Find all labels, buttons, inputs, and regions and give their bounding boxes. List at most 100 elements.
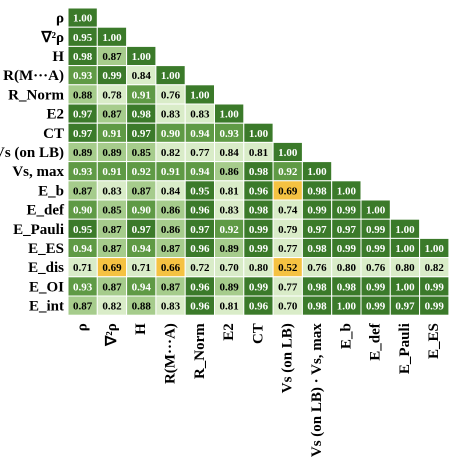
cell-value-label: 0.87 — [102, 224, 122, 236]
cell-value-label: 0.96 — [249, 185, 269, 197]
cell-value-label: 0.83 — [190, 109, 210, 121]
cell-value-label: 0.97 — [73, 128, 93, 140]
cell-value-label: 0.87 — [73, 301, 93, 313]
cell-value-label: 0.92 — [220, 224, 240, 236]
cell-value-label: 0.78 — [102, 89, 122, 101]
cell-value-label: 0.87 — [161, 243, 181, 255]
cell-value-label: 0.89 — [220, 243, 240, 255]
cell-value-label: 0.94 — [132, 281, 152, 293]
row-label: E_def — [27, 203, 66, 219]
cell-value-label: 1.00 — [249, 128, 269, 140]
cell-value-label: 0.91 — [102, 166, 121, 178]
cell-value-label: 0.90 — [132, 205, 152, 217]
cell-value-label: 0.74 — [278, 205, 298, 217]
heatmap-cell — [419, 295, 450, 316]
cell-value-label: 0.87 — [73, 185, 93, 197]
cell-value-label: 0.84 — [132, 70, 152, 82]
column-label: E2 — [221, 323, 237, 341]
cell-value-label: 0.99 — [337, 205, 357, 217]
cell-value-label: 0.79 — [278, 224, 298, 236]
cell-value-label: 0.92 — [278, 166, 298, 178]
cell-value-label: 0.69 — [278, 185, 298, 197]
cell-value-label: 0.96 — [190, 281, 210, 293]
cell-value-label: 0.97 — [73, 109, 93, 121]
cell-value-label: 0.99 — [102, 70, 122, 82]
cell-value-label: 0.76 — [161, 89, 181, 101]
cell-value-label: 0.93 — [73, 70, 93, 82]
cell-value-label: 0.83 — [161, 301, 181, 313]
cell-value-label: 0.99 — [425, 301, 445, 313]
heatmap-cells: 1.00 0.95 1.00 0.98 0.87 1.00 0.93 0.99 0.84 1.00… — [67, 7, 450, 316]
cell-value-label: 0.99 — [337, 243, 357, 255]
cell-value-label: 0.98 — [337, 281, 357, 293]
cell-value-label: 1.00 — [395, 281, 415, 293]
cell-value-label: 0.99 — [366, 224, 386, 236]
cell-value-label: 1.00 — [278, 147, 298, 159]
cell-value-label: 0.97 — [395, 301, 415, 313]
cell-value-label: 0.94 — [190, 166, 210, 178]
cell-value-label: 1.00 — [395, 224, 415, 236]
cell-value-label: 0.95 — [73, 32, 93, 44]
row-label: E_dis — [28, 260, 64, 276]
cell-value-label: 0.98 — [73, 51, 93, 63]
cell-value-label: 1.00 — [132, 51, 152, 63]
cell-value-label: 0.90 — [161, 128, 181, 140]
cell-value-label: 0.77 — [278, 243, 298, 255]
row-label: ∇²ρ — [40, 30, 64, 46]
cell-value-label: 0.92 — [132, 166, 152, 178]
cell-value-label: 0.84 — [161, 185, 181, 197]
cell-value-label: 0.94 — [73, 243, 93, 255]
cell-value-label: 0.77 — [278, 281, 298, 293]
cell-value-label: 0.97 — [337, 224, 357, 236]
row-label: E_b — [38, 183, 64, 199]
cell-value-label: 1.00 — [337, 185, 357, 197]
cell-value-label: 0.70 — [278, 301, 298, 313]
column-label: E_def — [368, 322, 384, 361]
cell-value-label: 1.00 — [220, 109, 240, 121]
column-label: E_Pauli — [397, 323, 413, 374]
cell-value-label: 0.99 — [249, 224, 269, 236]
cell-value-label: 0.96 — [190, 301, 210, 313]
cell-value-label: 0.87 — [102, 243, 122, 255]
cell-value-label: 1.00 — [102, 32, 122, 44]
cell-value-label: 0.89 — [102, 147, 122, 159]
cell-value-label: 0.99 — [366, 301, 386, 313]
cell-value-label: 0.85 — [102, 205, 122, 217]
cell-value-label: 1.00 — [337, 301, 357, 313]
column-label: ρ — [75, 323, 91, 331]
row-label: E_int — [29, 299, 64, 315]
row-label: E2 — [46, 107, 64, 123]
cell-value-label: 0.98 — [307, 185, 327, 197]
cell-value-label: 1.00 — [307, 166, 327, 178]
cell-value-label: 0.94 — [190, 128, 210, 140]
row-label: CT — [43, 126, 64, 142]
column-label: E_b — [338, 323, 354, 349]
row-label: E_ES — [28, 241, 64, 257]
cell-value-label: 0.87 — [102, 51, 122, 63]
cell-value-label: 1.00 — [395, 243, 415, 255]
column-label: R(M···A) — [163, 323, 179, 384]
cell-value-label: 0.99 — [425, 281, 445, 293]
cell-value-label: 0.89 — [220, 281, 240, 293]
cell-value-label: 0.98 — [307, 281, 327, 293]
cell-value-label: 0.93 — [220, 128, 240, 140]
cell-value-label: 0.76 — [366, 262, 386, 274]
cell-value-label: 0.71 — [132, 262, 151, 274]
cell-value-label: 0.97 — [307, 224, 327, 236]
cell-value-label: 0.98 — [132, 109, 152, 121]
cell-value-label: 0.82 — [161, 147, 181, 159]
cell-value-label: 0.82 — [425, 262, 445, 274]
cell-value-label: 0.80 — [249, 262, 269, 274]
cell-value-label: 0.70 — [220, 262, 240, 274]
cell-value-label: 0.81 — [220, 301, 239, 313]
row-label: Vs, max — [12, 164, 64, 180]
cell-value-label: 0.87 — [161, 281, 181, 293]
cell-value-label: 0.86 — [161, 205, 181, 217]
cell-value-label: 0.66 — [161, 262, 181, 274]
cell-value-label: 0.85 — [132, 147, 152, 159]
row-label: R(M···A) — [3, 68, 64, 84]
column-label: ∇²ρ — [104, 323, 120, 347]
cell-value-label: 0.93 — [73, 281, 93, 293]
cell-value-label: 0.99 — [249, 243, 269, 255]
row-label: H — [52, 49, 64, 65]
